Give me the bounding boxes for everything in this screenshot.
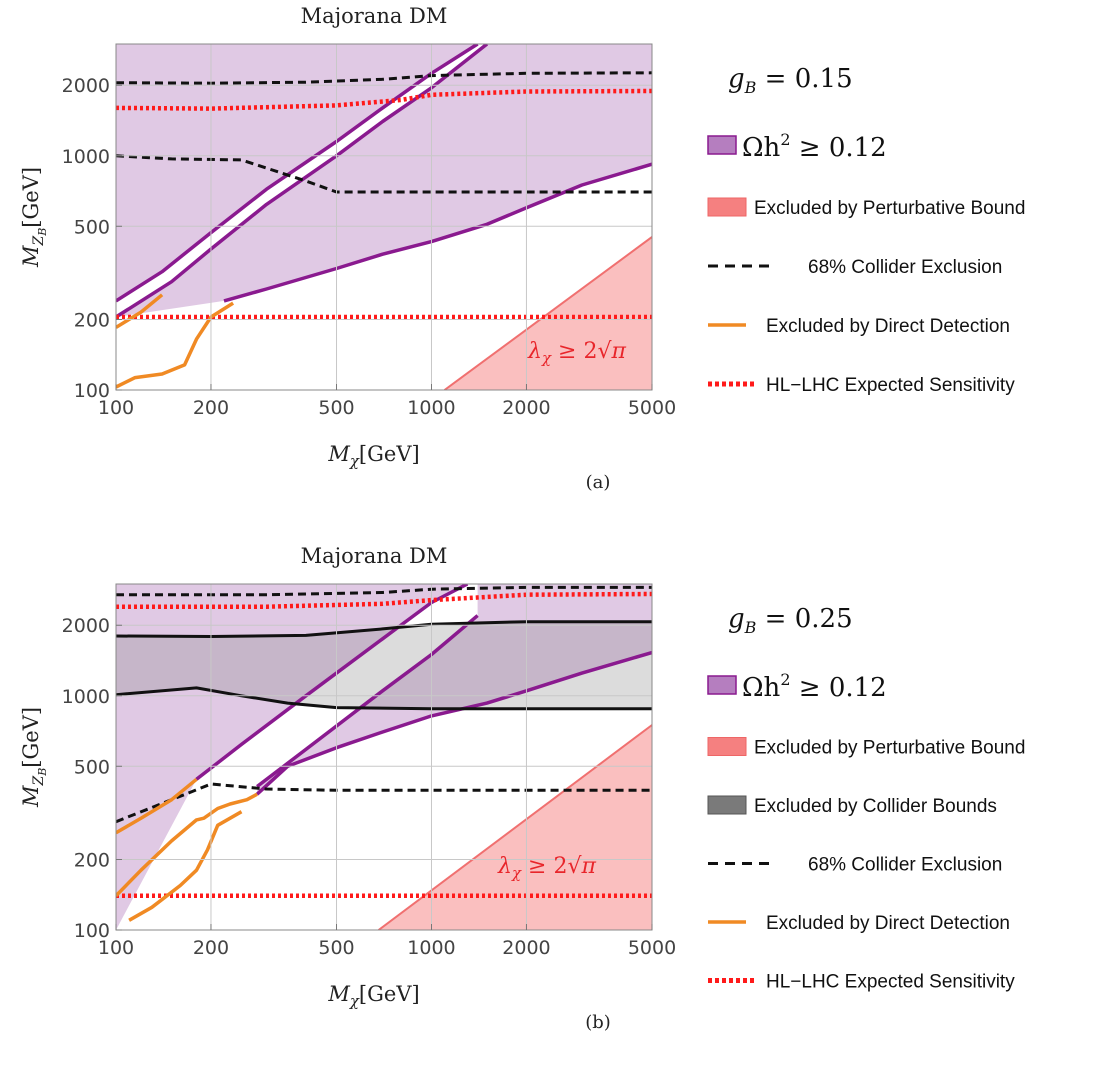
y-tick-label: 2000 [62,75,110,97]
y-tick-label: 200 [74,849,110,871]
x-tick-label: 1000 [407,397,455,419]
relic-line-upper-left [195,584,469,781]
legend-label: HL−LHC Expected Sensitivity [766,972,1015,993]
legend-item-pert: Excluded by Perturbative Bound [707,737,1025,759]
perturbative-edge [443,236,652,390]
direct-detection-3 [128,810,243,922]
legend-item-dd: Excluded by Direct Detection [708,913,1010,934]
legend-label: Ωh2 ≥ 0.12 [742,130,887,163]
x-tick-label: 2000 [502,937,550,959]
x-tick-label: 200 [193,937,229,959]
x-tick-label: 200 [193,397,229,419]
x-tick-label: 100 [98,937,134,959]
chart-title: Majorana DM [301,4,448,28]
legend-label: Excluded by Direct Detection [766,913,1010,934]
x-axis-label: Mχ[GeV] [327,442,419,470]
legend-item-hllhc: HL−LHC Expected Sensitivity [708,972,1015,993]
relic-region-left [116,44,478,390]
x-tick-label: 1000 [407,937,455,959]
collider-68-upper [116,585,652,597]
y-tick-label: 500 [74,216,110,238]
x-tick-label: 500 [318,397,354,419]
legend-label: Excluded by Collider Bounds [754,796,997,817]
x-axis-label: Mχ[GeV] [327,982,419,1010]
collider-bounds-region [116,621,652,709]
x-tick-label: 100 [98,397,134,419]
legend-swatch-pert [707,197,747,217]
direct-detection-1 [116,777,198,835]
y-tick-label: 500 [74,756,110,778]
legend-item-pert: Excluded by Perturbative Bound [707,197,1025,219]
y-axis-label: MZB[GeV] [19,167,49,268]
legend-label: Excluded by Direct Detection [766,316,1010,337]
x-tick-label: 5000 [628,937,676,959]
legend-item-coll68: 68% Collider Exclusion [708,855,1002,876]
direct-detection-2 [116,792,258,898]
legend-label: Excluded by Perturbative Bound [754,198,1025,219]
y-tick-label: 1000 [62,686,110,708]
relic-region-right [257,584,652,795]
legend-item-collb: Excluded by Collider Bounds [707,795,997,817]
relic-region-right [116,44,652,317]
legend-swatch-relic [707,135,737,155]
collider-68-lower [116,154,652,194]
relic-line-upper-left [116,44,479,303]
legend-label: Ωh2 ≥ 0.12 [742,670,887,703]
x-tick-label: 500 [318,937,354,959]
panel-caption: (b) [585,1012,611,1033]
perturbative-annotation: λχ ≥ 2√π [527,339,626,367]
plot-frame [115,43,653,391]
direct-detection-1 [116,293,164,329]
y-tick-label: 2000 [62,615,110,637]
coupling-label: gB = 0.25 [728,604,853,637]
x-tick-label: 2000 [502,397,550,419]
legend-label: 68% Collider Exclusion [808,855,1002,876]
legend-item-hllhc: HL−LHC Expected Sensitivity [708,375,1015,396]
perturbative-annotation: λχ ≥ 2√π [497,854,596,882]
y-tick-label: 1000 [62,146,110,168]
legend-item-relic: Ωh2 ≥ 0.12 [707,670,887,703]
panel-caption: (a) [586,472,611,493]
relic-region-left [116,584,468,930]
legend-label: HL−LHC Expected Sensitivity [766,375,1015,396]
legend-swatch-relic [707,675,737,695]
legend-item-dd: Excluded by Direct Detection [708,316,1010,337]
legend-item-relic: Ωh2 ≥ 0.12 [707,130,887,163]
panel-b: 100 200 500 1000 2000 5000 100 200 500 1000 2000 Ma… [19,544,1025,1033]
relic-line-upper-right [256,614,479,788]
legend-label: Excluded by Perturbative Bound [754,738,1025,759]
legend-swatch-collider [707,795,747,815]
chart-title: Majorana DM [301,544,448,568]
x-tick-label: 5000 [628,397,676,419]
coupling-label: gB = 0.15 [728,64,853,97]
legend-label: 68% Collider Exclusion [808,257,1002,278]
y-axis-label: MZB[GeV] [19,707,49,808]
plot-content [116,44,652,390]
panel-a: 100 200 500 1000 2000 5000 100 200 500 1000 2000 Ma… [19,4,1025,493]
y-tick-label: 100 [74,920,110,942]
y-tick-label: 200 [74,309,110,331]
legend-swatch-pert [707,737,747,756]
plot-frame [115,583,653,931]
y-tick-label: 100 [74,380,110,402]
legend-item-coll68: 68% Collider Exclusion [708,257,1002,278]
